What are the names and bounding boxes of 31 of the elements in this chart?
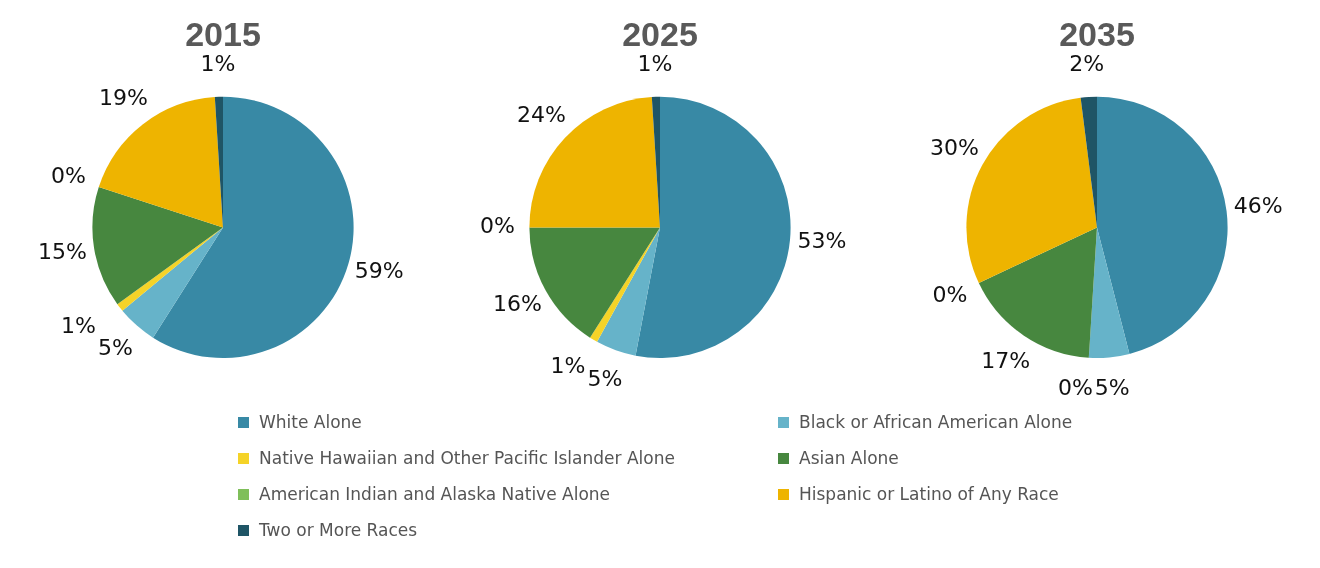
chart-title: 2015 xyxy=(185,14,261,53)
text: 0% xyxy=(479,213,515,239)
data-label: 5% xyxy=(587,366,623,392)
legend-label: American Indian and Alaska Native Alone xyxy=(259,484,611,504)
chart-title: 2035 xyxy=(1059,14,1135,53)
data-label: 15% xyxy=(37,238,87,264)
data-label: 1% xyxy=(550,353,586,379)
text: 0% xyxy=(1057,375,1093,401)
legend-label: Asian Alone xyxy=(799,448,899,468)
legend-label: Black or African American Alone xyxy=(799,412,1073,432)
data-label: 59% xyxy=(354,258,404,284)
text: 0% xyxy=(932,282,968,308)
legend-label: White Alone xyxy=(259,412,362,432)
data-label: 5% xyxy=(1094,375,1130,400)
chart-title: 2025 xyxy=(622,14,698,53)
data-label: 16% xyxy=(493,291,542,317)
data-label: 53% xyxy=(797,228,847,254)
data-label: 17% xyxy=(981,347,1031,373)
legend-label: Two or More Races xyxy=(259,520,418,540)
legend-label: Native Hawaiian and Other Pacific Islander Alone xyxy=(259,448,675,468)
data-label: 19% xyxy=(98,84,148,110)
data-label: 5% xyxy=(98,335,133,361)
data-label: 46% xyxy=(1233,192,1283,218)
data-label: 1% xyxy=(637,50,673,76)
text: 0% xyxy=(50,162,86,188)
data-label: 2% xyxy=(1069,50,1105,76)
data-label: 1% xyxy=(61,312,97,338)
data-label: 30% xyxy=(930,134,979,160)
data-label: 1% xyxy=(200,50,236,76)
data-label: 24% xyxy=(517,101,566,127)
legend-label: Hispanic or Latino of Any Race xyxy=(799,484,1059,504)
